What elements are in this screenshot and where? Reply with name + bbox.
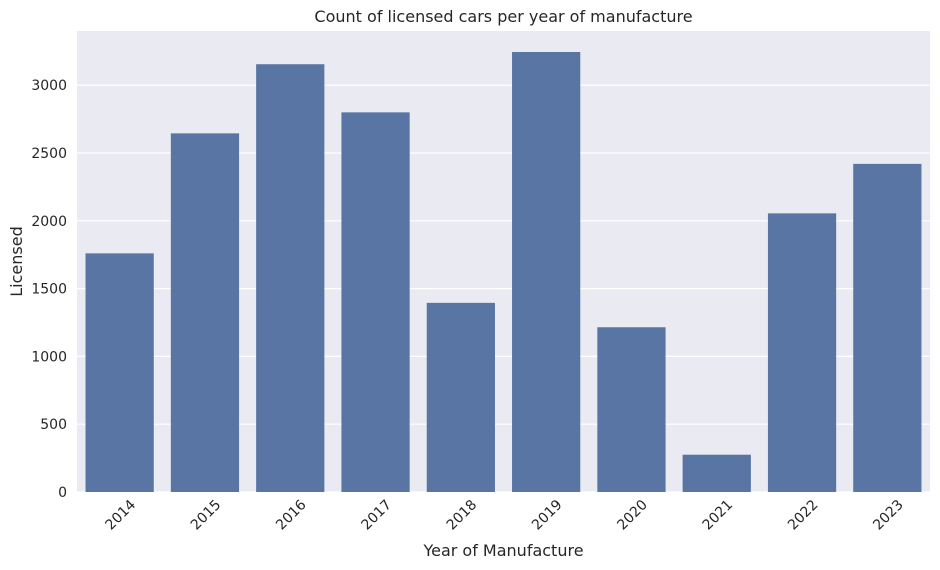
bar-2017 bbox=[341, 112, 410, 493]
bar-2020 bbox=[597, 327, 666, 492]
x-tick-labels: 2014 2015 2016 2017 2018 2019 2020 2021 2022 2023 bbox=[103, 497, 907, 534]
bar-2018 bbox=[426, 302, 495, 492]
y-tick-label: 2000 bbox=[31, 214, 67, 230]
y-tick-label: 3000 bbox=[31, 78, 67, 94]
bar-2022 bbox=[767, 213, 837, 492]
bar-2019 bbox=[512, 52, 581, 493]
y-tick-label: 500 bbox=[40, 417, 67, 433]
y-tick-labels: 0 500 1000 1500 2000 2500 3000 bbox=[31, 78, 67, 501]
y-tick-label: 1000 bbox=[31, 349, 67, 365]
bar-2023 bbox=[853, 163, 922, 492]
bar-2015 bbox=[170, 133, 240, 492]
x-tick-label: 2023 bbox=[870, 497, 907, 534]
x-axis-label: Year of Manufacture bbox=[422, 541, 583, 560]
x-tick-label: 2022 bbox=[785, 497, 822, 534]
x-tick-label: 2019 bbox=[529, 497, 566, 534]
x-tick-label: 2014 bbox=[103, 497, 140, 534]
y-tick-label: 1500 bbox=[31, 282, 67, 298]
x-tick-label: 2020 bbox=[614, 497, 651, 534]
x-tick-label: 2016 bbox=[273, 497, 310, 534]
bar-2014 bbox=[85, 253, 154, 492]
y-axis-label: Licensed bbox=[7, 226, 26, 296]
x-tick-label: 2015 bbox=[188, 497, 225, 534]
bar-2021 bbox=[682, 454, 751, 492]
bars bbox=[85, 52, 922, 493]
x-tick-label: 2017 bbox=[358, 497, 395, 534]
bar-2016 bbox=[256, 64, 325, 492]
x-tick-label: 2018 bbox=[444, 497, 481, 534]
y-tick-label: 2500 bbox=[31, 146, 67, 162]
y-tick-label: 0 bbox=[58, 485, 67, 501]
chart-title: Count of licensed cars per year of manuf… bbox=[314, 7, 692, 26]
x-tick-label: 2021 bbox=[700, 497, 737, 534]
